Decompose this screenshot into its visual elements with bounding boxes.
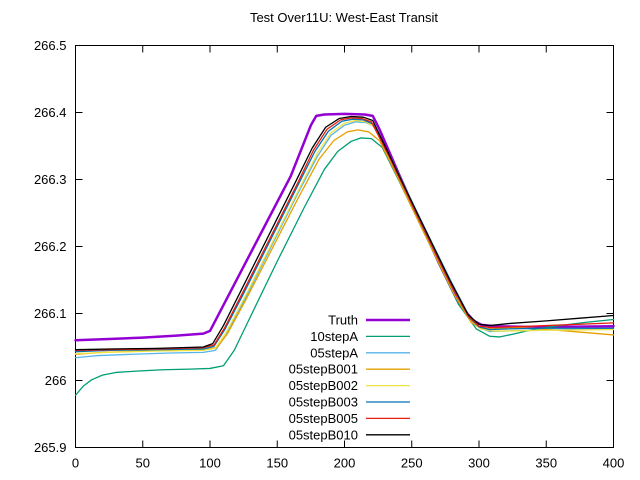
y-axis-tick-label: 266.5 [34,38,67,53]
x-axis-tick-label: 300 [468,456,490,471]
series-line-10stepA [74,137,615,396]
y-axis-tick-label: 266.3 [34,172,67,187]
legend-label-10stepA: 10stepA [310,329,358,344]
series-line-Truth [74,112,615,342]
x-axis-tick-label: 100 [199,456,221,471]
legend-label-05stepA: 05stepA [310,345,358,360]
x-axis-tick-label: 50 [136,456,150,471]
series-line-05stepB002 [74,119,615,355]
legend-label-05stepB001: 05stepB001 [289,362,358,377]
y-axis-tick-label: 266.4 [34,105,67,120]
series-line-05stepB010 [74,115,615,351]
legend-label-Truth: Truth [328,313,358,328]
series-line-05stepB005 [74,117,615,352]
x-axis-tick-label: 0 [72,456,79,471]
legend-label-05stepB010: 05stepB010 [289,427,358,442]
y-axis-tick-label: 266 [45,373,67,388]
x-axis-tick-label: 250 [401,456,423,471]
x-axis-tick-label: 350 [535,456,557,471]
x-axis-tick-label: 400 [603,456,625,471]
chart-title: Test Over11U: West-East Transit [250,10,438,25]
legend-label-05stepB002: 05stepB002 [289,378,358,393]
x-axis-tick-label: 150 [266,456,288,471]
series-line-05stepB003 [74,118,615,353]
y-axis-tick-label: 265.9 [34,440,67,455]
y-axis-tick-label: 266.1 [34,306,67,321]
legend-label-05stepB003: 05stepB003 [289,395,358,410]
legend-label-05stepB005: 05stepB005 [289,411,358,426]
y-axis-tick-label: 266.2 [34,239,67,254]
x-axis-tick-label: 200 [334,456,356,471]
